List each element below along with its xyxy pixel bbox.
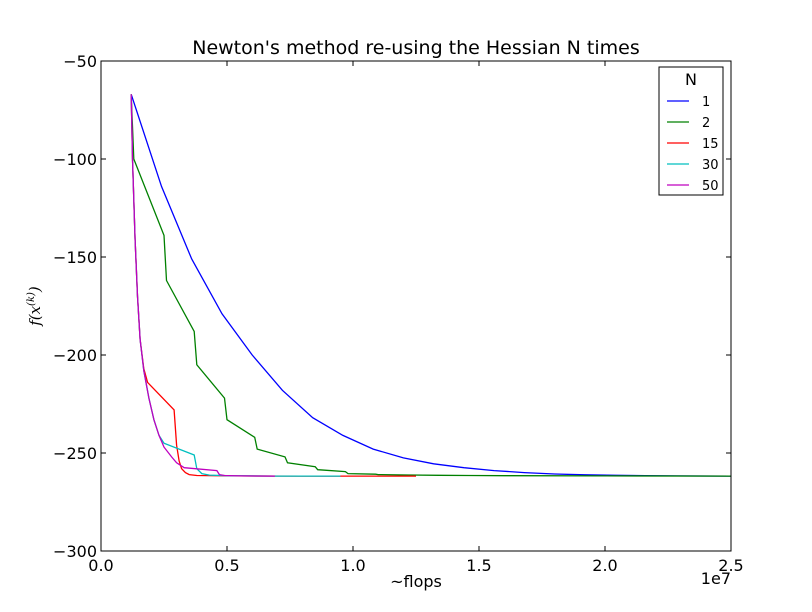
series-layer [130,94,732,477]
y-axis-label: f(x(k)) [26,286,44,327]
y-tick-label: −300 [53,542,97,561]
series-line-2 [130,94,732,477]
legend-label-15: 15 [702,137,719,152]
y-tick-label: −250 [53,444,97,463]
x-tick-label: 0.5 [214,556,239,575]
legend-label-1: 1 [702,95,710,110]
legend-title: N [685,70,697,89]
x-tick-label: 2.0 [592,556,617,575]
legend-box [658,66,724,196]
y-tick-label: −100 [53,150,97,169]
plot-frame [100,60,732,552]
legend-label-2: 2 [702,116,710,131]
y-axis-ticks: −300 −250 −200 −150 −100 −50 [53,52,731,561]
x-multiplier-label: 1e7 [701,569,731,588]
y-tick-label: −200 [53,346,97,365]
x-tick-label: 0.0 [88,556,113,575]
plot-area [101,61,731,551]
legend: N 1 2 15 30 50 [658,66,724,196]
x-axis-ticks: 0.0 0.5 1.0 1.5 2.0 2.5 [88,61,744,575]
series-line-1 [130,94,732,477]
legend-label-30: 30 [702,158,719,173]
x-tick-label: 1.0 [340,556,365,575]
y-tick-label: −150 [53,248,97,267]
y-tick-label: −50 [63,52,97,71]
x-axis-label: ~flops [390,572,442,591]
legend-label-50: 50 [702,179,719,194]
legend-items: 1 2 15 30 50 [667,95,719,194]
x-tick-label: 1.5 [466,556,491,575]
x-tick-label: 2.5 [718,556,743,575]
chart-title: Newton's method re-using the Hessian N t… [192,37,640,59]
series-line-50 [130,94,275,477]
